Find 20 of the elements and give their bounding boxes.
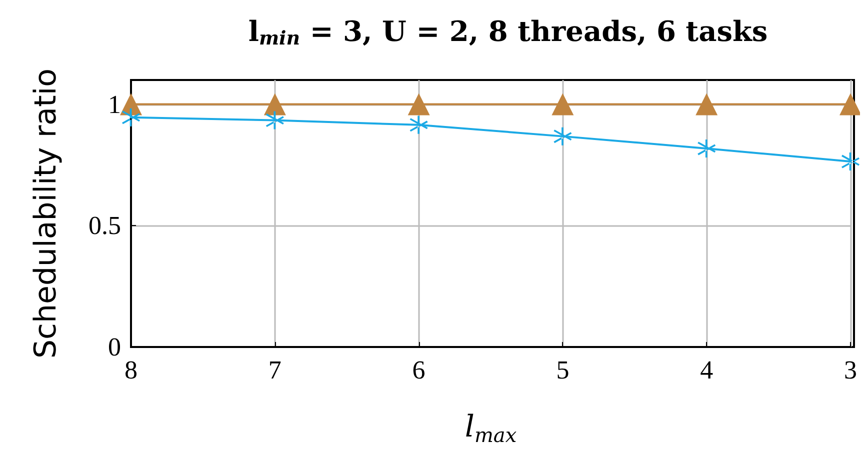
point <box>842 152 860 171</box>
y-tick-label: 0 <box>108 332 121 362</box>
y-tick-label: 0.5 <box>88 211 121 240</box>
point <box>552 93 574 116</box>
point <box>696 93 718 116</box>
x-tick-label: 6 <box>412 356 426 384</box>
point <box>408 93 430 116</box>
x-tick-label: 8 <box>124 356 138 384</box>
y-tick-label: 1 <box>108 90 121 119</box>
point <box>554 127 572 146</box>
y-axis-title: Schedulability ratio <box>28 68 64 359</box>
x-tick-label: 4 <box>700 356 714 384</box>
point <box>410 116 428 134</box>
point <box>264 93 286 116</box>
point <box>266 111 284 130</box>
x-tick-label: 7 <box>268 356 282 384</box>
x-tick-label: 5 <box>556 356 570 384</box>
x-tick-label: 3 <box>844 356 857 384</box>
point <box>122 108 140 126</box>
point <box>698 139 716 158</box>
